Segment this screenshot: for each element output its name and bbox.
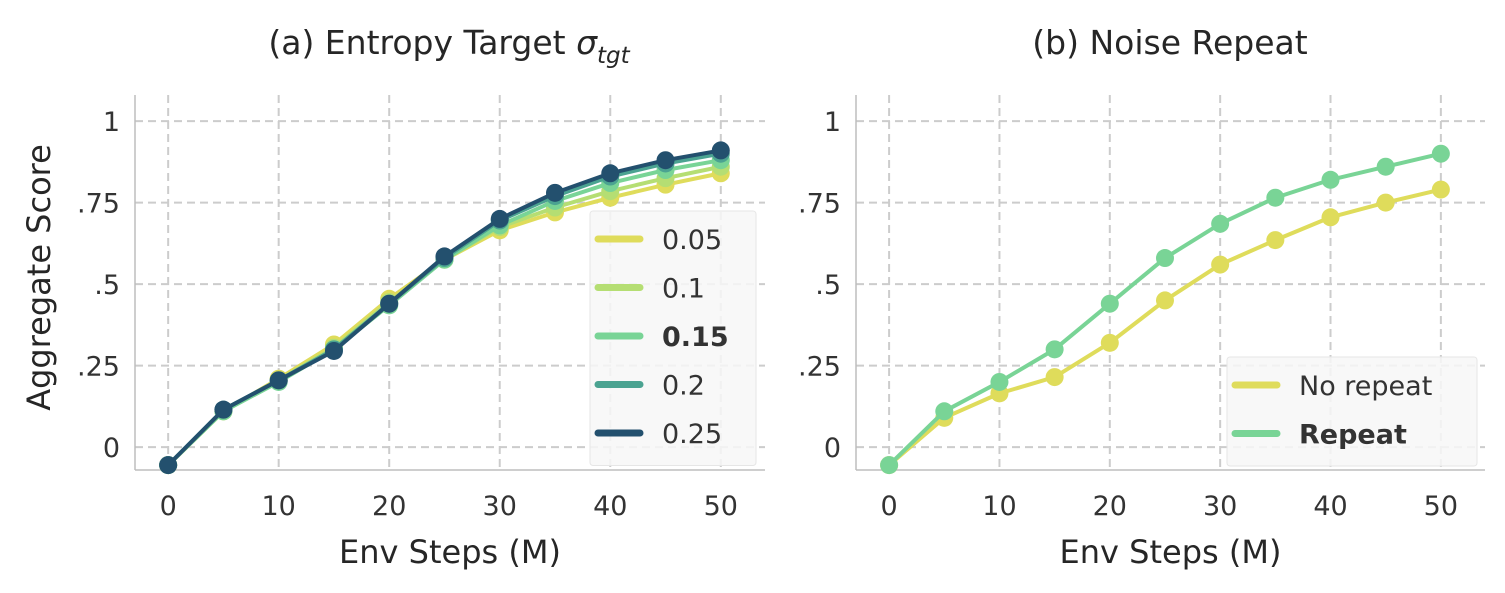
- x-tick-label: 0: [160, 491, 177, 522]
- data-point: [1431, 144, 1450, 163]
- data-point: [1100, 333, 1119, 352]
- x-tick-label: 50: [704, 491, 738, 522]
- data-point: [380, 294, 399, 313]
- x-axis-title: Env Steps (M): [339, 533, 561, 571]
- data-point: [711, 141, 730, 160]
- y-tick-label: .5: [94, 270, 120, 301]
- y-tick-label: .5: [815, 270, 841, 301]
- x-tick-label: 40: [593, 491, 627, 522]
- series-repeat: [880, 144, 1450, 475]
- x-tick-label: 40: [1313, 491, 1347, 522]
- data-point: [1155, 249, 1174, 268]
- data-point: [1321, 208, 1340, 227]
- data-point: [1376, 193, 1395, 212]
- series-0-25: [159, 141, 730, 475]
- data-point: [1211, 214, 1230, 233]
- legend: No repeat Repeat: [1226, 356, 1478, 467]
- panel-a-title: (a) Entropy Target σtgt: [268, 23, 630, 69]
- data-point: [1321, 170, 1340, 189]
- data-point: [935, 402, 954, 421]
- data-point: [1100, 294, 1119, 313]
- x-tick-label: 30: [1203, 491, 1237, 522]
- legend-box: [1226, 356, 1478, 467]
- panel-a-entropy-target: (a) Entropy Target σtgt 0 10 20 30 40 500.25.…: [20, 23, 765, 571]
- y-axis-title: Aggregate Score: [20, 144, 58, 411]
- legend-label: 0.1: [662, 274, 705, 305]
- y-tick-label: 1: [824, 107, 841, 138]
- x-tick-label: 20: [372, 491, 406, 522]
- y-tick-label: .25: [798, 352, 841, 383]
- data-point: [1211, 255, 1230, 274]
- data-point: [1376, 157, 1395, 176]
- x-tick-label: 10: [262, 491, 296, 522]
- legend-label: Repeat: [1299, 420, 1407, 451]
- data-point: [601, 164, 620, 183]
- data-point: [990, 372, 1009, 391]
- data-point: [490, 209, 509, 228]
- data-point: [1045, 368, 1064, 387]
- data-point: [1266, 188, 1285, 207]
- data-point: [546, 183, 564, 202]
- y-tick-label: .75: [77, 189, 120, 220]
- data-point: [269, 371, 288, 390]
- data-point: [880, 456, 899, 475]
- panel-b-title: (b) Noise Repeat: [1032, 23, 1307, 62]
- legend-label: 0.15: [662, 322, 729, 353]
- data-point: [1266, 231, 1285, 250]
- legend-label: No repeat: [1299, 371, 1432, 402]
- y-tick-label: 1: [103, 107, 120, 138]
- data-point: [435, 247, 454, 266]
- data-point: [324, 341, 343, 360]
- legend-label: 0.25: [662, 419, 722, 450]
- data-point: [1431, 180, 1450, 199]
- x-tick-label: 50: [1424, 491, 1458, 522]
- data-point: [656, 151, 675, 170]
- panel-b-noise-repeat: (b) Noise Repeat 0 10 20 30 40 50 0 .25 .5 .75 1 En…: [798, 23, 1485, 571]
- y-tick-label: .75: [798, 189, 841, 220]
- data-point: [1045, 340, 1064, 359]
- x-axis-title: Env Steps (M): [1060, 533, 1282, 571]
- x-tick-label: 0: [881, 491, 898, 522]
- legend-label: 0.05: [662, 225, 722, 256]
- y-tick-label: .25: [77, 352, 120, 383]
- y-tick-label: 0: [824, 433, 841, 464]
- data-point: [1155, 291, 1174, 310]
- legend-box: [589, 210, 757, 466]
- legend: 0.05 0.1 0.15 0.2 0.25: [589, 210, 757, 466]
- data-point: [159, 456, 178, 475]
- y-tick-label: 0: [103, 433, 120, 464]
- legend-label: 0.2: [662, 371, 705, 402]
- x-tick-label: 10: [982, 491, 1016, 522]
- data-point: [214, 400, 233, 419]
- x-tick-label: 20: [1093, 491, 1127, 522]
- x-tick-label: 30: [483, 491, 517, 522]
